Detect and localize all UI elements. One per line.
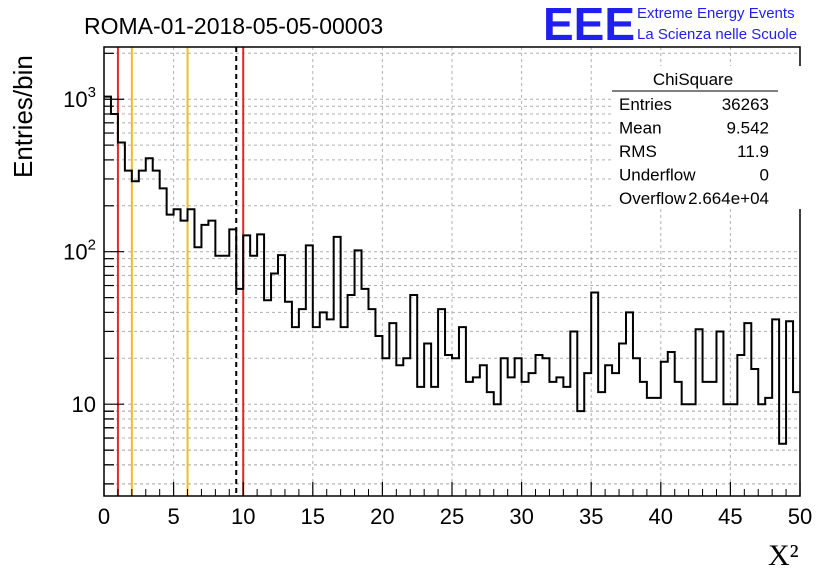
- stats-rows: Entries 36263 Mean 9.542 RMS 11.9 Underflow 0 Ov…: [619, 95, 769, 208]
- stats-value: 2.664e+04: [688, 189, 769, 208]
- logo-line-2: La Scienza nelle Scuole: [637, 26, 797, 43]
- histogram-series: [104, 95, 800, 445]
- y-tick-labels: 10 102 103: [63, 84, 96, 417]
- logo-line-1: Extreme Energy Events: [637, 5, 795, 22]
- x-tick-label: 0: [98, 504, 110, 529]
- stats-label: RMS: [619, 142, 657, 161]
- x-tick-label: 35: [579, 504, 603, 529]
- x-tick-label: 20: [370, 504, 394, 529]
- stats-value: 11.9: [737, 142, 769, 161]
- logo-text: EEE: [543, 0, 635, 50]
- y-tick-label: 10: [72, 392, 96, 417]
- y-tick-label: 103: [63, 84, 96, 112]
- stats-value: 9.542: [726, 119, 769, 138]
- stats-label: Mean: [619, 119, 662, 138]
- grid-lines: [103, 47, 801, 496]
- stats-value: 0: [760, 166, 769, 185]
- x-tick-label: 15: [301, 504, 325, 529]
- stats-box-background: [612, 66, 805, 209]
- x-tick-label: 25: [440, 504, 464, 529]
- x-tick-label: 50: [788, 504, 812, 529]
- stats-label: Overflow: [619, 189, 687, 208]
- axis-ticks: [103, 52, 801, 496]
- x-axis-title: X²: [768, 539, 799, 572]
- stats-box: ChiSquare Entries 36263 Mean 9.542 RMS 11.9 Un…: [612, 66, 805, 209]
- y-tick-label: 102: [63, 237, 96, 265]
- histogram-line: [104, 95, 800, 445]
- x-tick-label: 40: [649, 504, 673, 529]
- stats-label: Entries: [619, 95, 672, 114]
- eee-logo: EEE Extreme Energy Events La Scienza nel…: [543, 0, 797, 50]
- x-tick-label: 45: [718, 504, 742, 529]
- run-title: ROMA-01-2018-05-05-00003: [84, 13, 383, 39]
- x-tick-label: 5: [167, 504, 179, 529]
- stats-value: 36263: [722, 95, 769, 114]
- x-tick-label: 10: [231, 504, 255, 529]
- stats-title: ChiSquare: [653, 70, 733, 89]
- stats-label: Underflow: [619, 166, 696, 185]
- y-axis-title: Entries/bin: [8, 55, 38, 178]
- x-tick-label: 30: [509, 504, 533, 529]
- x-tick-labels: 0 5 10 15 20 25 30 35 40 45 50: [98, 504, 812, 529]
